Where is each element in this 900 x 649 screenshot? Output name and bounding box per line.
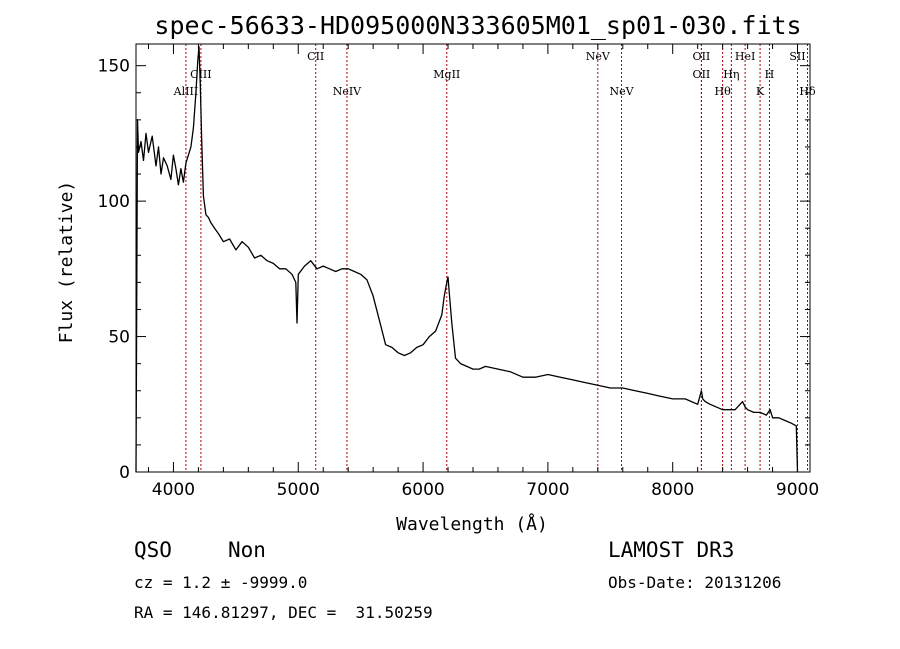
emission-line-label: Hη [723, 68, 739, 81]
y-tick-label: 150 [98, 57, 130, 77]
object-class: QSO [134, 538, 172, 562]
y-tick-label: 100 [98, 192, 130, 212]
observation-date: Obs-Date: 20131206 [608, 573, 782, 592]
x-tick-label: 9000 [776, 480, 819, 500]
y-tick-label: 0 [119, 463, 130, 483]
chart-title: spec-56633-HD095000N333605M01_sp01-030.f… [154, 11, 801, 40]
emission-line-label: NeV [609, 85, 634, 98]
emission-line-label: NeIV [333, 85, 362, 98]
x-tick-label: 8000 [651, 480, 694, 500]
x-axis-label: Wavelength (Å) [396, 513, 548, 535]
survey-name: LAMOST DR3 [608, 538, 735, 562]
sky-coordinates: RA = 146.81297, DEC = 31.50259 [134, 603, 433, 622]
redshift-cz: cz = 1.2 ± -9999.0 [134, 573, 308, 592]
plot-frame [135, 43, 811, 473]
emission-line-label: OII [693, 68, 711, 81]
emission-line-label: H [765, 68, 775, 81]
object-subclass: Non [228, 538, 266, 562]
x-tick-label: 4000 [152, 480, 195, 500]
emission-line-label: SII [789, 50, 805, 63]
emission-line-label: CIII [190, 68, 211, 81]
emission-line-label: K [756, 85, 765, 98]
x-tick-label: 6000 [401, 480, 444, 500]
x-tick-label: 5000 [277, 480, 320, 500]
emission-line-label: CII [307, 50, 324, 63]
spectrum-line [135, 46, 799, 473]
emission-line-label: NeV [586, 50, 611, 63]
emission-line-label: Hδ [799, 85, 816, 98]
emission-line-label: HeI [735, 50, 755, 63]
y-axis-label: Flux (relative) [56, 181, 77, 344]
emission-line-label: Hθ [715, 85, 732, 98]
plot-area: AlIIICIIICIINeIVMgIINeVNeVOIIOIIHθHηHeIK… [98, 43, 819, 500]
emission-line-label: AlIII [173, 85, 199, 98]
x-tick-label: 7000 [526, 480, 569, 500]
y-tick-label: 50 [108, 328, 130, 348]
emission-line-label: MgII [433, 68, 460, 81]
